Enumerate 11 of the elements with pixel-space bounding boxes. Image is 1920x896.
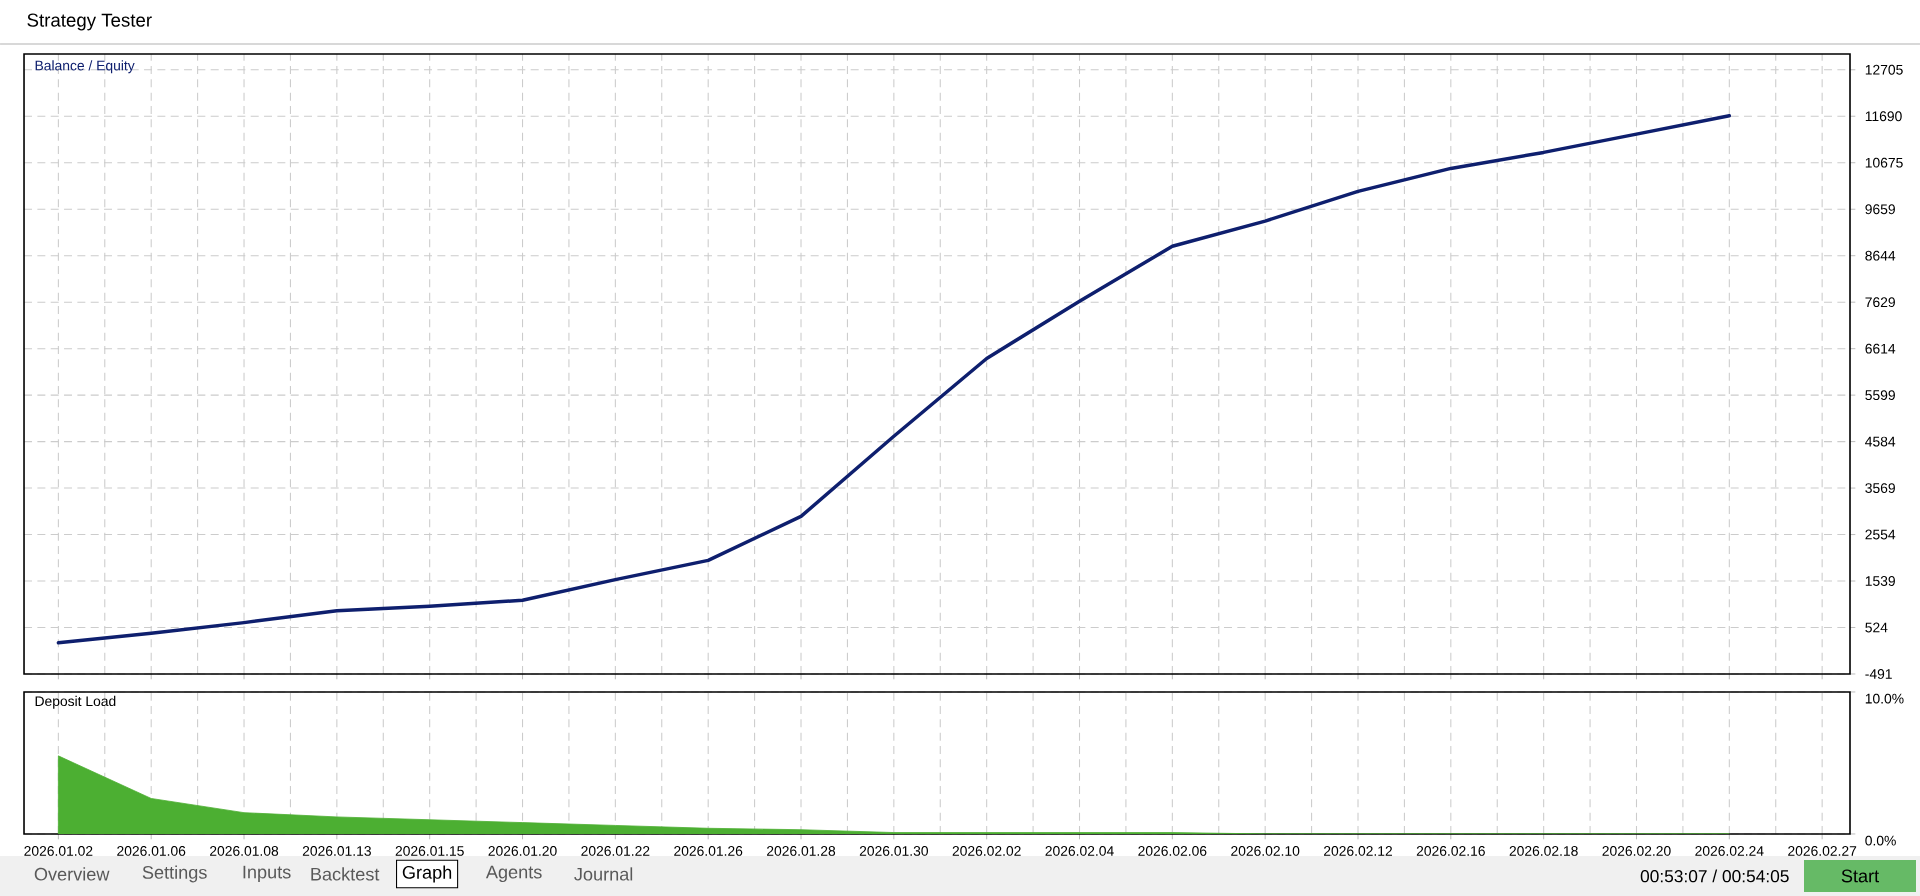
line-series bbox=[56, 114, 1732, 645]
text: Journal bbox=[574, 867, 633, 881]
text: Agents bbox=[485, 865, 542, 883]
text: Settings bbox=[142, 865, 207, 883]
text: Graph bbox=[402, 865, 452, 883]
text: Overview bbox=[34, 867, 110, 881]
text: 00:53:07 / 00:54:05 bbox=[1640, 869, 1789, 883]
text: Start bbox=[1841, 869, 1880, 883]
text: Inputs bbox=[243, 865, 291, 883]
chart-title: Strategy Tester bbox=[27, 13, 152, 31]
text: Backtest bbox=[311, 867, 380, 881]
